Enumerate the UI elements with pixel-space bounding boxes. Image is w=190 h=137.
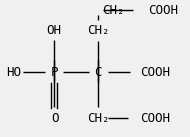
Text: C: C (94, 65, 102, 79)
Text: COOH: COOH (140, 112, 170, 125)
Text: O: O (51, 112, 59, 125)
Text: CH₂: CH₂ (102, 4, 124, 16)
Text: COOH: COOH (140, 65, 170, 79)
Text: CH₂: CH₂ (87, 24, 109, 36)
Text: COOH: COOH (148, 4, 178, 16)
Text: P: P (50, 65, 58, 79)
Text: OH: OH (47, 24, 62, 36)
Text: CH₂: CH₂ (87, 112, 109, 125)
Text: HO: HO (6, 65, 21, 79)
